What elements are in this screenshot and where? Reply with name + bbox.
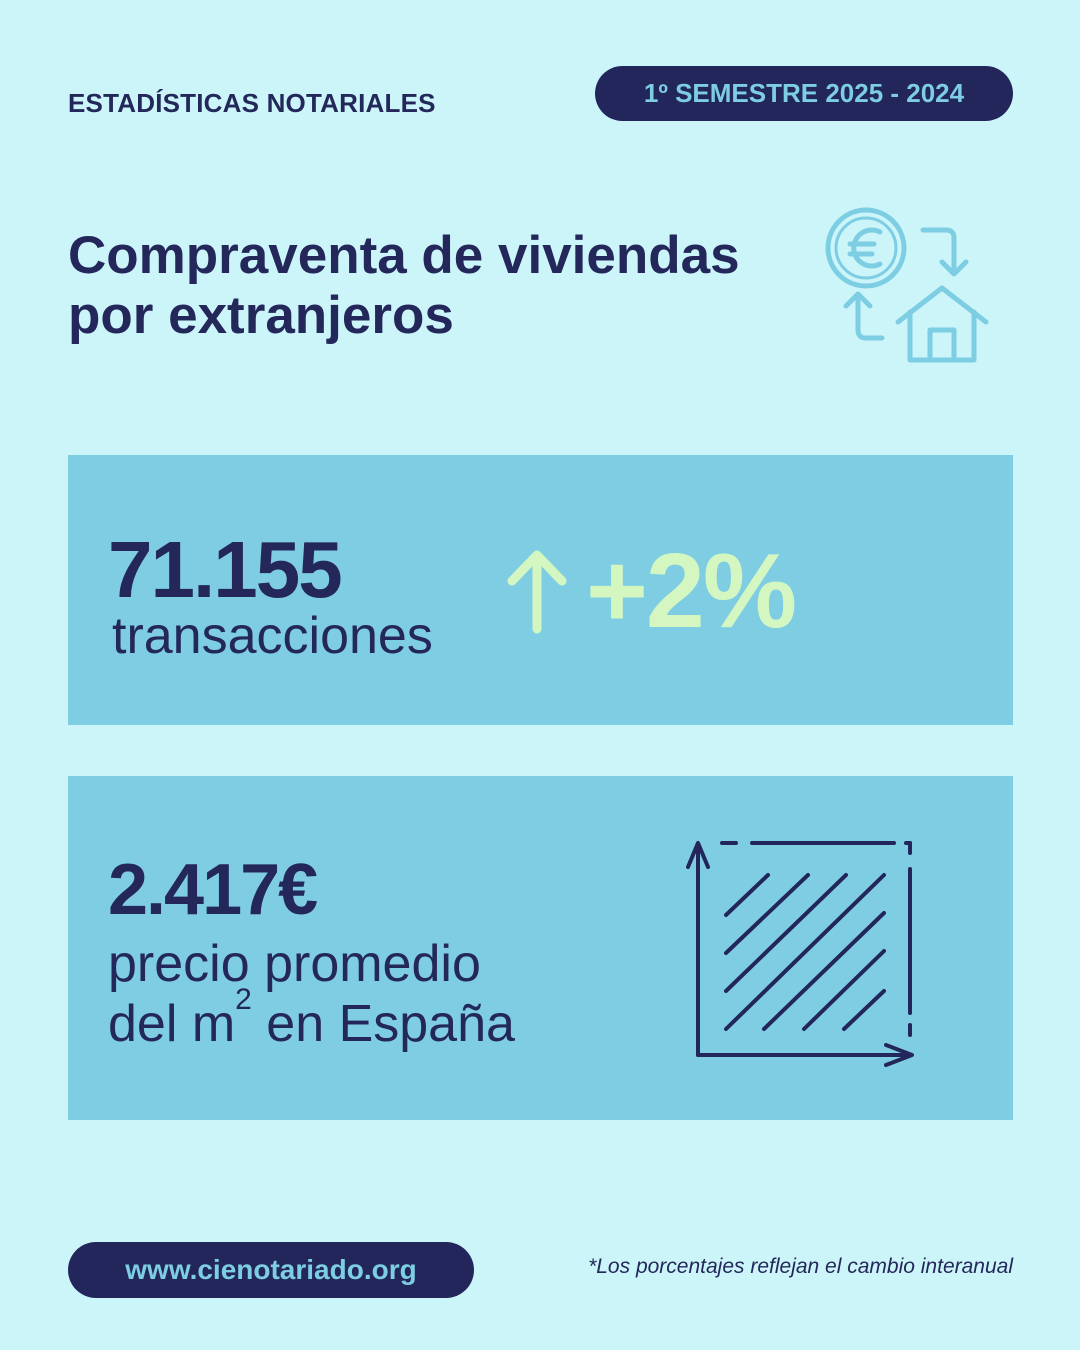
price-label-prefix: del m bbox=[108, 995, 236, 1053]
section-kicker: ESTADÍSTICAS NOTARIALES bbox=[68, 88, 436, 118]
squared-superscript: 2 bbox=[235, 983, 252, 1016]
price-label-line-1: precio promedio bbox=[108, 935, 481, 993]
footnote: *Los porcentajes reflejan el cambio inte… bbox=[588, 1255, 1013, 1278]
transactions-value: 71.155 bbox=[108, 525, 343, 614]
period-badge: 1º SEMESTRE 2025 - 2024 bbox=[595, 66, 1013, 121]
website-url[interactable]: www.cienotariado.org bbox=[125, 1254, 417, 1285]
arrow-up-icon bbox=[507, 550, 567, 634]
price-label-suffix: en España bbox=[251, 995, 515, 1053]
page-title: Compraventa de viviendas por extranjeros bbox=[68, 226, 828, 346]
website-link[interactable]: www.cienotariado.org bbox=[68, 1242, 474, 1298]
page-title-line-2: por extranjeros bbox=[68, 286, 454, 345]
transactions-label: transacciones bbox=[112, 607, 433, 665]
price-value: 2.417€ bbox=[108, 850, 318, 930]
price-card bbox=[68, 776, 1013, 1120]
transactions-change: +2% bbox=[586, 532, 797, 650]
euro-house-exchange-icon bbox=[825, 207, 989, 363]
page-title-line-1: Compraventa de viviendas bbox=[68, 226, 740, 285]
price-label-line-2: del m2 en España bbox=[108, 985, 515, 1054]
period-label: 1º SEMESTRE 2025 - 2024 bbox=[643, 78, 965, 108]
square-meter-icon bbox=[686, 841, 914, 1067]
price-label: precio promedio del m2 en España bbox=[108, 934, 515, 1054]
